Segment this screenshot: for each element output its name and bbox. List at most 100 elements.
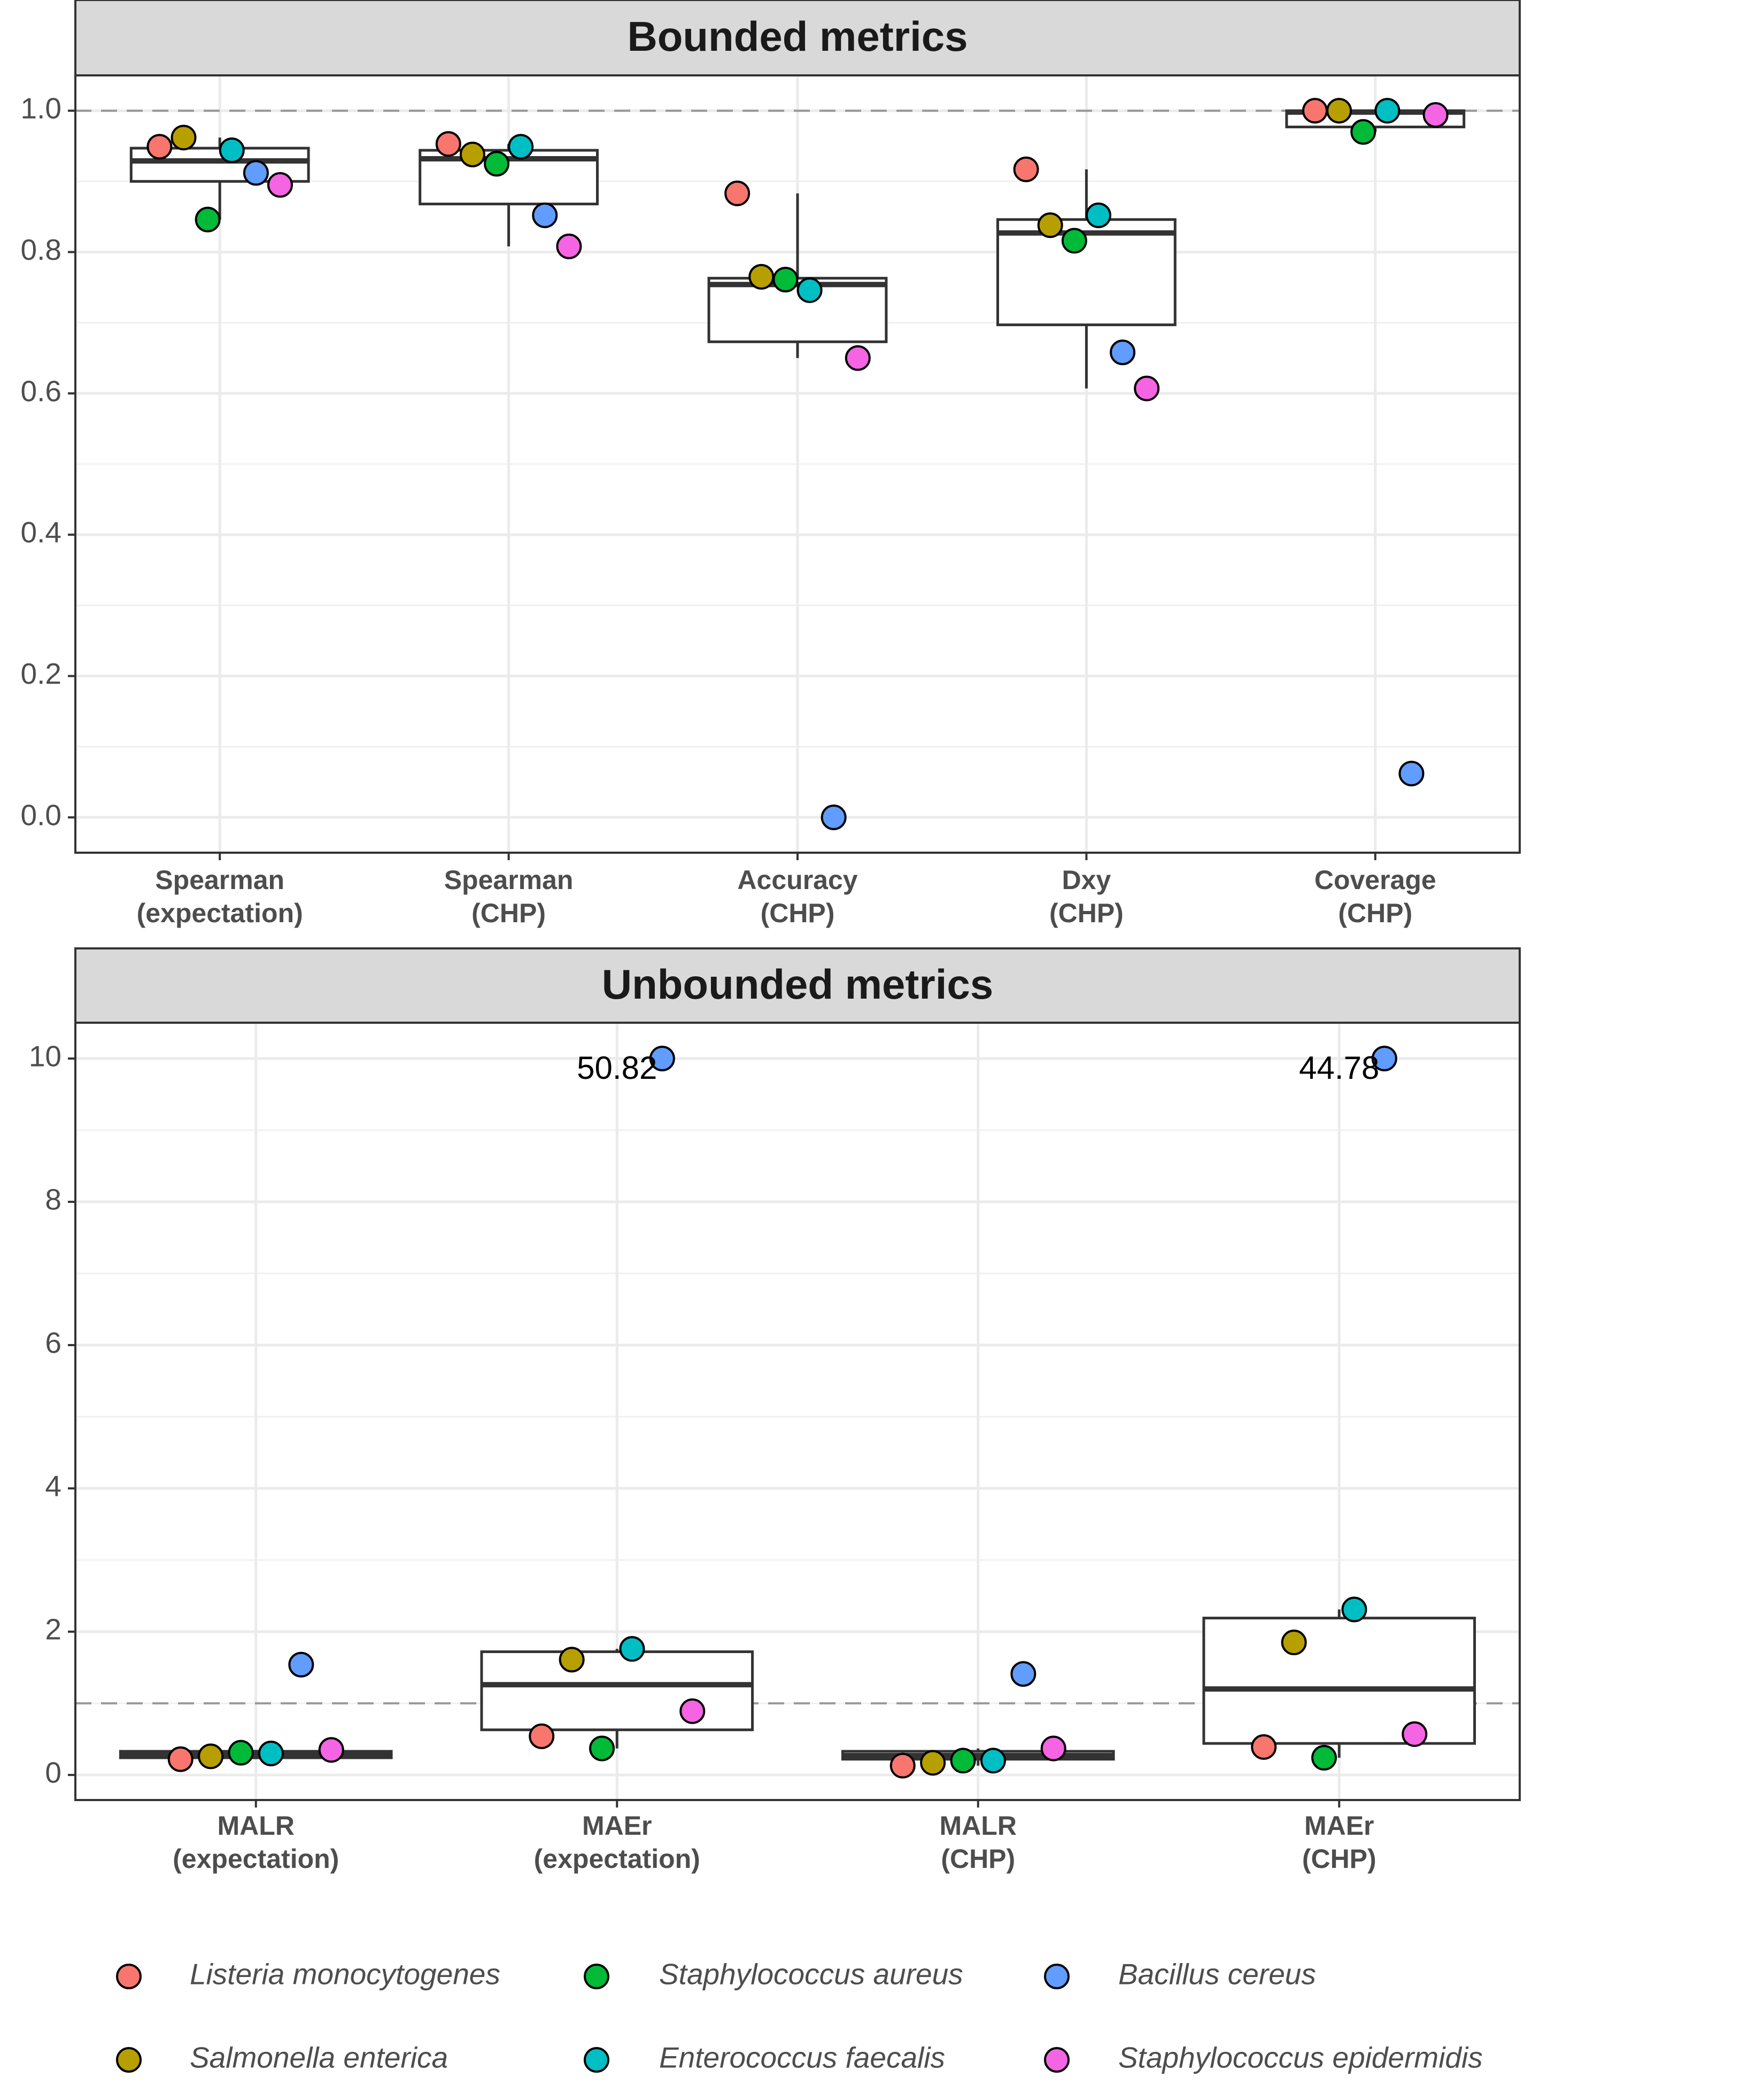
x-tick-label: MALR (expectation): [173, 1811, 339, 1874]
point: [679, 1698, 706, 1724]
x-tick-line: MAEr: [1304, 1811, 1374, 1841]
point: [619, 1636, 645, 1662]
x-tick-line: Spearman: [155, 865, 284, 895]
y-tick-label: 0: [45, 1756, 61, 1789]
point: [318, 1737, 344, 1763]
point: [845, 345, 871, 371]
point: [559, 1647, 585, 1673]
point: [556, 233, 582, 259]
point: [649, 1046, 675, 1072]
point: [1350, 119, 1376, 145]
point: [267, 172, 293, 198]
legend-swatch: [584, 2047, 609, 2073]
x-tick-line: (expectation): [173, 1844, 339, 1874]
x-tick-line: MAEr: [582, 1811, 652, 1841]
point: [1251, 1734, 1277, 1760]
strip: [74, 947, 1521, 1024]
point: [508, 134, 534, 160]
y-tick-label: 10: [29, 1040, 61, 1073]
x-tick-line: (CHP): [941, 1844, 1015, 1874]
point: [459, 142, 485, 168]
y-tick-label: 0.0: [21, 798, 61, 831]
y-tick-label: 8: [45, 1183, 61, 1216]
panel-border: [74, 74, 1521, 854]
y-tick-label: 0.4: [21, 516, 61, 549]
x-tick-label: Spearman (CHP): [444, 865, 574, 928]
point: [171, 125, 197, 151]
y-tick-label: 0.6: [21, 374, 61, 407]
point: [1374, 98, 1401, 124]
legend-label: Enterococcus faecalis: [659, 2041, 945, 2074]
point: [1311, 1744, 1337, 1771]
point: [228, 1740, 254, 1766]
point: [288, 1651, 314, 1678]
point: [219, 137, 245, 164]
point: [243, 160, 269, 186]
x-tick-label: Spearman (expectation): [137, 865, 303, 928]
x-tick-line: Coverage: [1314, 865, 1436, 895]
point: [980, 1748, 1006, 1774]
point: [532, 202, 558, 228]
panel-title: Unbounded metrics: [602, 961, 993, 1008]
point: [724, 180, 751, 206]
point: [195, 206, 221, 233]
x-tick-label: Coverage (CHP): [1314, 865, 1436, 928]
legend-swatch: [584, 1964, 609, 1989]
point: [920, 1750, 946, 1776]
panel-border: [74, 1022, 1521, 1801]
x-tick-label: Accuracy (CHP): [737, 865, 857, 928]
x-tick-line: (CHP): [1302, 1844, 1376, 1874]
y-tick-label: 0.2: [21, 657, 61, 690]
point: [1085, 202, 1111, 228]
legend-label: Staphylococcus epidermidis: [1118, 2041, 1483, 2074]
x-tick-label: Dxy (CHP): [1049, 865, 1124, 928]
legend-swatch: [1044, 1964, 1070, 1989]
point: [258, 1740, 284, 1766]
point: [1302, 98, 1328, 124]
point: [589, 1735, 615, 1762]
y-tick-label: 2: [45, 1613, 61, 1646]
annotation: 50.82: [577, 1050, 657, 1086]
x-tick-line: (expectation): [534, 1844, 700, 1874]
y-tick-label: 6: [45, 1326, 61, 1360]
point: [484, 151, 510, 177]
point: [1010, 1661, 1036, 1687]
x-tick-line: (expectation): [137, 898, 303, 928]
legend-label: Bacillus cereus: [1118, 1958, 1316, 1991]
point: [748, 264, 775, 290]
point: [1402, 1721, 1428, 1747]
panel-title: Bounded metrics: [627, 13, 968, 60]
x-tick-line: Dxy: [1062, 865, 1111, 895]
point: [1134, 375, 1160, 401]
x-tick-line: MALR: [218, 1811, 295, 1841]
point: [950, 1748, 976, 1774]
y-tick-label: 0.8: [21, 233, 61, 266]
legend-label: Listeria monocytogenes: [190, 1958, 500, 1991]
y-tick-label: 1.0: [21, 92, 61, 125]
legend-label: Staphylococcus aureus: [659, 1958, 963, 1991]
point: [796, 277, 823, 303]
legend-swatch: [1044, 2047, 1070, 2073]
annotation: 44.78: [1299, 1050, 1379, 1086]
point: [1326, 98, 1352, 124]
point: [1040, 1735, 1066, 1762]
point: [889, 1752, 916, 1779]
box: [480, 1650, 754, 1732]
point: [772, 267, 799, 293]
legend-label: Salmonella enterica: [190, 2041, 448, 2074]
legend-swatch: [116, 1964, 142, 1989]
x-tick-line: (CHP): [471, 898, 546, 928]
point: [167, 1746, 194, 1772]
x-tick-label: MAEr (CHP): [1302, 1811, 1376, 1874]
x-tick-label: MALR (CHP): [940, 1811, 1017, 1874]
x-tick-line: Accuracy: [737, 865, 857, 895]
point: [1013, 156, 1039, 182]
point: [1398, 760, 1425, 786]
strip: [74, 0, 1521, 76]
x-tick-label: MAEr (expectation): [534, 1811, 700, 1874]
point: [1110, 339, 1136, 366]
box: [1202, 1617, 1476, 1745]
y-tick-label: 4: [45, 1470, 61, 1503]
point: [146, 134, 173, 160]
